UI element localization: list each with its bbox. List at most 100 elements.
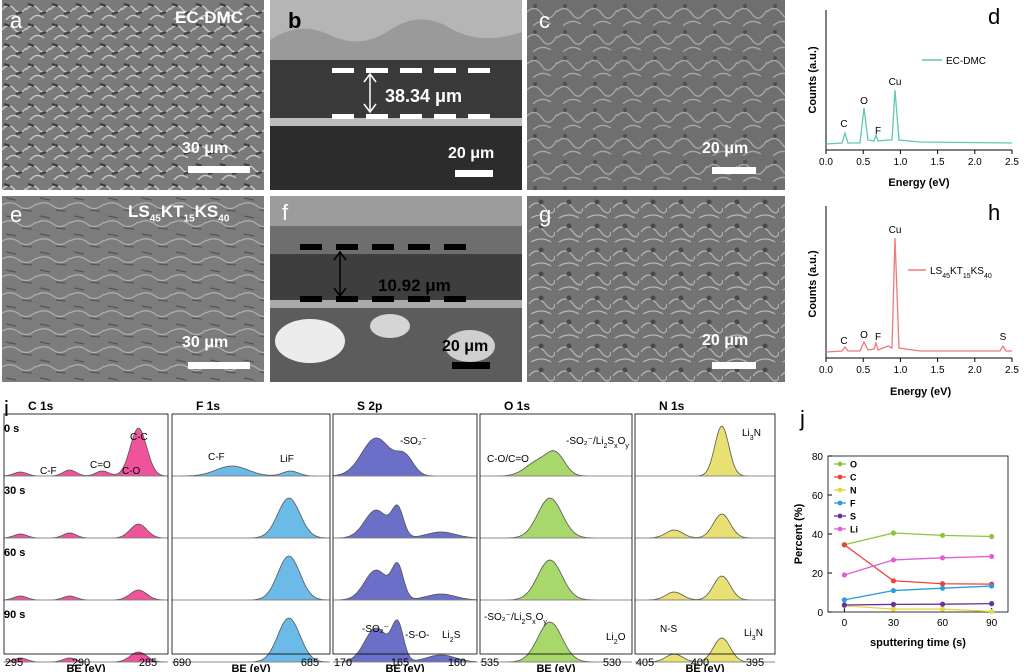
xps-spectrum	[3, 589, 168, 601]
series-point-S	[989, 601, 995, 607]
eds-h-peak-f: F	[875, 332, 881, 343]
xps-xtick-label: 395	[746, 657, 764, 669]
sem-panel-b: b 38.34 μm 20 μm	[270, 0, 522, 190]
xps-spectrum	[172, 617, 331, 663]
xps-time-label: 0 s	[4, 423, 19, 435]
eds-xtick-label: 0.0	[819, 365, 833, 376]
eds-d-peak-c: C	[840, 119, 847, 130]
xps-xtick-label: 170	[334, 657, 352, 669]
eds-d-peak-cu: Cu	[889, 77, 902, 88]
sample-tag-a: EC-DMC	[175, 8, 243, 27]
series-point-Li	[890, 557, 897, 563]
xps-column-frame	[171, 413, 331, 655]
sem-panel-c: c 20 μm	[527, 0, 785, 190]
series-point-Li	[939, 555, 946, 561]
eds-xtick-label: 2.5	[1005, 365, 1019, 376]
xps-spectrum	[172, 497, 331, 539]
series-point-F	[939, 585, 946, 591]
series-point-N	[989, 608, 995, 615]
xps-annotation: LiF	[280, 454, 294, 465]
xps-time-label: 60 s	[4, 547, 25, 559]
xps-annotation: -S-O-	[405, 630, 429, 641]
xps-spectrum	[635, 513, 775, 539]
legend-label: S	[850, 512, 856, 522]
y-tick-label: 0	[817, 608, 823, 619]
xps-column-title: S 2p	[357, 400, 382, 413]
depth-profile-chart: 0 20 40 60 80 0 30 60 90 sputtering time (s) Perce…	[793, 452, 1009, 649]
eds-xtick-label: 1.5	[931, 365, 945, 376]
eds-h-peak-s: S	[1000, 332, 1007, 343]
xps-spectrum	[333, 504, 478, 539]
xps-column-frame	[3, 413, 169, 655]
y-axis-label: Percent (%)	[793, 503, 805, 564]
xps-annotation: C-F	[208, 452, 225, 463]
series-point-N	[890, 606, 897, 612]
xps-spectrum	[332, 619, 478, 663]
xps-xlabel: BE (eV)	[66, 663, 105, 672]
xps-annotation: Li2O	[606, 632, 626, 646]
eds-h-xticks: 0.0 0.5 1.0 1.5 2.0 2.5	[819, 358, 1019, 376]
series-point-C	[890, 578, 897, 584]
x-tick-label: 90	[986, 618, 998, 629]
eds-d-legend: EC-DMC	[946, 56, 986, 67]
series-point-Li	[841, 572, 847, 578]
xps-annotation: C-C	[130, 432, 148, 443]
eds-xtick-label: 1.0	[893, 157, 907, 168]
eds-d-peak-f: F	[875, 126, 881, 137]
series-point-Li	[989, 553, 995, 560]
scale-bar-b	[455, 170, 493, 177]
xps-spectrum	[480, 559, 632, 601]
xps-annotation: C=O	[90, 460, 111, 471]
xps-spectrum	[172, 555, 331, 601]
sem-texture-e	[2, 196, 264, 382]
y-tick-label: 60	[812, 491, 824, 502]
panel-letter-f: f	[282, 200, 289, 225]
series-point-S	[890, 601, 897, 607]
xps-xlabel: BE (eV)	[385, 663, 424, 672]
panel-letter-d: d	[988, 4, 1000, 29]
eds-h-peak-c: C	[840, 336, 847, 347]
scale-bar-g	[712, 362, 756, 369]
eds-xtick-label: 0.5	[856, 157, 870, 168]
xps-xtick-label: 165	[391, 657, 409, 669]
series-point-C	[939, 581, 946, 587]
sem-texture-c	[527, 0, 785, 190]
xps-xlabel: BE (eV)	[685, 663, 724, 672]
xps-xtick-label: 685	[301, 657, 319, 669]
legend-marker	[837, 474, 843, 480]
sem-crosssection-f	[270, 196, 522, 382]
scale-bar-e	[188, 362, 250, 369]
sem-panel-e: e LS45KT15KS40 30 μm	[2, 196, 264, 382]
xps-annotation: -SO₂⁻/Li2SxOy	[566, 436, 629, 450]
xps-annotation: -SO₂⁻/Li2SxOy	[484, 612, 547, 626]
y-tick-label: 40	[812, 530, 824, 541]
xps-time-label: 90 s	[4, 609, 25, 621]
series-line-Li	[844, 555, 992, 576]
xps-xlabel: BE (eV)	[536, 663, 575, 672]
legend-marker	[837, 461, 843, 467]
sem-panel-f: f 10.92 μm 20 μm	[270, 196, 522, 382]
scale-label-e: 30 μm	[182, 334, 229, 351]
series-line-O	[844, 532, 992, 546]
y-tick-label: 20	[812, 569, 824, 580]
panel-letter-g: g	[539, 202, 552, 227]
sample-tag-e: LS45KT15KS40	[128, 202, 230, 225]
xps-column-title: O 1s	[504, 400, 530, 413]
xps-annotation: -SO₂⁻	[362, 624, 389, 635]
xps-column-title: C 1s	[28, 400, 54, 413]
x-tick-label: 0	[842, 618, 848, 629]
xps-spectrum	[333, 562, 478, 601]
xps-column-frame	[634, 413, 776, 655]
eds-d-trace	[825, 89, 1013, 145]
xps-annotation: N-S	[660, 624, 678, 635]
legend-label: F	[850, 499, 856, 509]
xps-spectrum	[3, 523, 169, 539]
series-point-F	[989, 583, 995, 589]
xps-xtick-label: 160	[448, 657, 466, 669]
eds-d-xlabel: Energy (eV)	[888, 177, 949, 189]
panel-letter-a: a	[10, 8, 23, 33]
sem-texture-g	[527, 196, 785, 382]
legend-label: N	[850, 486, 857, 496]
xps-spectrum	[172, 465, 330, 477]
xps-xtick-label: 400	[691, 657, 709, 669]
